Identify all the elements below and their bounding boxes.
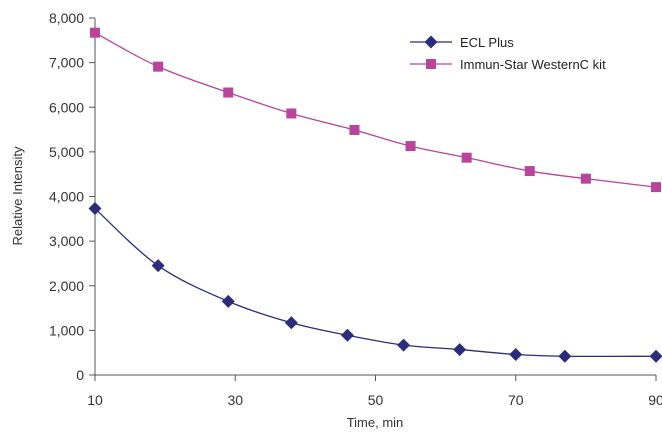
data-point [151,259,165,273]
legend-item: ECL Plus [410,35,514,50]
data-point [223,87,234,98]
y-tick-label: 0 [76,367,84,383]
y-tick-label: 8,000 [49,10,84,26]
x-tick-label: 30 [227,392,243,408]
y-tick-label: 4,000 [49,189,84,205]
y-tick-label: 1,000 [49,322,84,338]
data-point [558,349,572,363]
data-point [509,347,523,361]
series-2 [90,27,661,193]
series-line [94,32,657,188]
y-tick-label: 2,000 [49,278,84,294]
x-tick-label: 50 [368,392,384,408]
legend-marker [426,59,436,69]
data-point [524,166,535,177]
y-axis-title: Relative Intensity [10,146,25,245]
data-point [286,108,297,119]
series-line [94,208,657,358]
data-point [397,338,411,352]
x-axis: 10 30 50 70 90 [87,374,662,408]
x-axis-title: Time, min [347,415,404,430]
data-point [405,141,416,152]
data-point [340,328,354,342]
legend-marker [424,35,438,49]
data-point [461,152,472,163]
data-point [153,61,164,72]
legend-label: Immun-Star WesternC kit [460,57,606,72]
legend-item: Immun-Star WesternC kit [410,57,606,72]
legend-label: ECL Plus [460,35,514,50]
x-tick-label: 10 [87,392,103,408]
data-point [284,316,298,330]
y-tick-label: 3,000 [49,233,84,249]
y-tick-label: 7,000 [49,55,84,71]
data-point [90,27,100,38]
series-1 [88,202,662,363]
data-point [349,125,360,136]
data-point [580,173,591,184]
y-tick-label: 5,000 [49,144,84,160]
series-layer [88,27,662,363]
y-tick-label: 6,000 [49,99,84,115]
data-point [88,202,102,216]
y-axis: 0 1,000 2,000 3,000 4,000 5,000 6,000 7,000 8,00… [49,10,96,383]
data-point [453,343,467,357]
data-point [649,349,662,363]
x-tick-label: 90 [648,392,662,408]
data-point [221,294,235,308]
legend: ECL Plus Immun-Star WesternC kit [410,35,606,72]
data-point [651,182,661,193]
x-tick-label: 70 [508,392,524,408]
